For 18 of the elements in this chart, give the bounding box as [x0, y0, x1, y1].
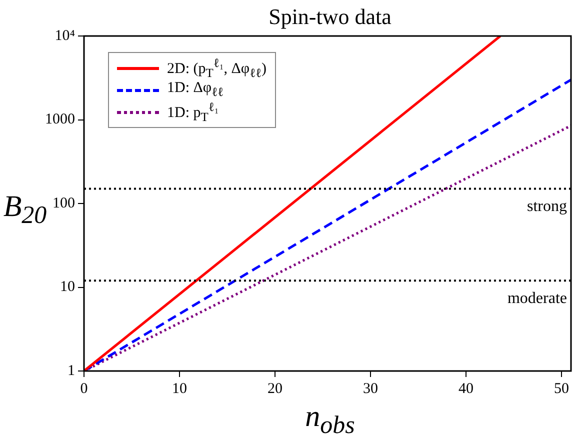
y-tick-label: 1000 — [45, 112, 75, 128]
x-axis-title: n$_{obs}$ — [304, 400, 356, 440]
y-tick-label: 10⁴ — [54, 28, 75, 44]
x-tick-label: 40 — [458, 380, 474, 397]
legend-label: 1D: Δφ$_{ℓℓ}$ — [167, 80, 224, 100]
chart-title: Spin-two data — [268, 4, 392, 30]
legend-label: 2D: (p$_{T}$$^{ℓ₁}$, Δφ$_{ℓℓ}$) — [167, 56, 267, 80]
x-tick-label: 0 — [80, 380, 88, 397]
x-tick-label: 50 — [554, 380, 569, 397]
x-tick-label: 10 — [172, 380, 187, 397]
x-tick-label: 20 — [267, 380, 282, 397]
x-tick-label: 30 — [362, 380, 378, 397]
ref-line-label: strong — [527, 198, 567, 215]
y-tick-label: 10 — [60, 279, 75, 296]
y-tick-label: 100 — [52, 195, 75, 212]
ref-line-label: moderate — [507, 290, 567, 307]
y-axis-title: B$_{20}$ — [2, 190, 48, 230]
y-tick-label: 1 — [68, 362, 75, 379]
